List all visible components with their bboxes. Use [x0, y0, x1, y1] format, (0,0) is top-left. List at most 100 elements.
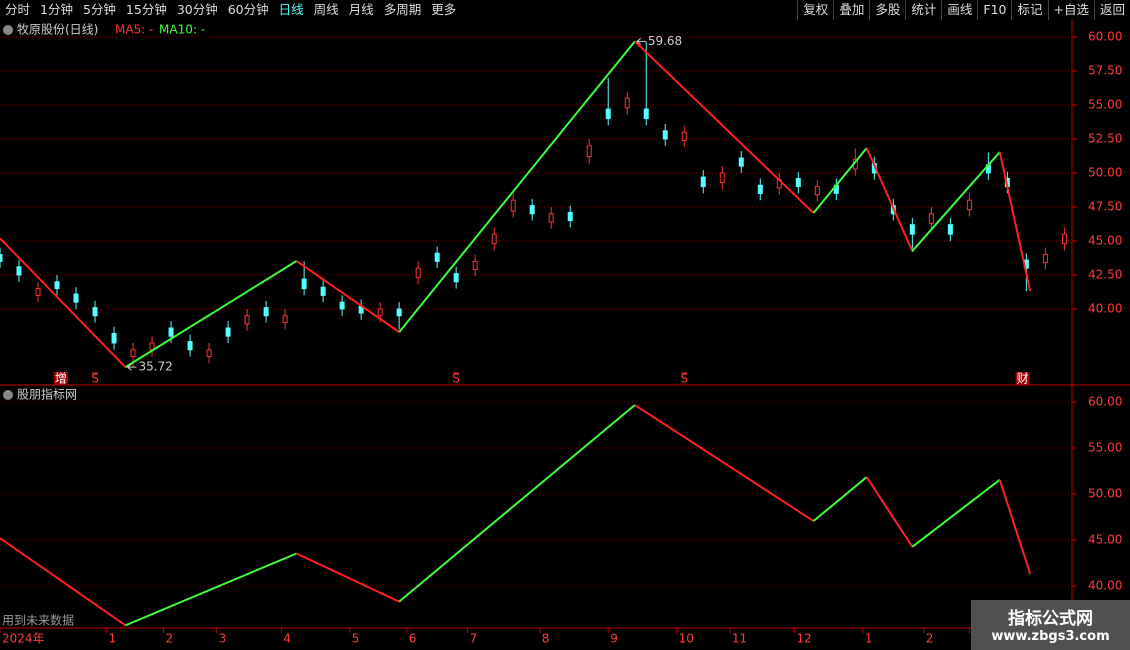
y-tick-label: 52.50 — [1088, 131, 1122, 145]
x-tick-label: 2 — [165, 632, 173, 646]
panel-note: 用到未来数据 — [2, 613, 74, 628]
candle-body — [453, 273, 459, 283]
y-tick-label: 50.00 — [1088, 165, 1122, 179]
zigzag-segment — [812, 147, 868, 214]
price-label: 59.68 — [648, 34, 682, 48]
panel-icon — [3, 390, 13, 400]
candle-body — [301, 278, 307, 290]
toolbar-item[interactable]: 多周期 — [383, 2, 422, 17]
toolbar-item[interactable]: 更多 — [431, 2, 457, 17]
candle-body — [130, 349, 136, 358]
candle-body — [814, 186, 820, 196]
candle-body — [567, 211, 573, 222]
candle-body — [54, 281, 60, 290]
x-tick-label: 6 — [409, 632, 417, 646]
candle-body — [909, 224, 915, 235]
candle-body — [700, 176, 706, 188]
label-arrow — [127, 363, 137, 371]
x-tick-label: 11 — [732, 632, 747, 646]
toolbar-right: 复权 叠加 多股 统计 画线 F10 标记 +自选 返回 — [797, 0, 1130, 20]
toolbar-button[interactable]: 统计 — [905, 0, 941, 20]
zigzag-segment — [634, 404, 815, 522]
candle-body — [1042, 254, 1048, 264]
zigzag-segment — [295, 260, 400, 333]
panel-title: 牧原股份(日线) — [17, 23, 98, 37]
watermark-url: www.zbgs3.com — [991, 629, 1110, 644]
candle-body — [947, 224, 953, 235]
candle-body — [624, 97, 630, 109]
x-tick-label: 5 — [352, 632, 360, 646]
panel-icon — [3, 25, 13, 35]
toolbar-button[interactable]: 多股 — [869, 0, 905, 20]
x-tick-label: 1 — [865, 632, 873, 646]
y-tick-label: 50.00 — [1088, 486, 1122, 500]
y-tick-label: 45.00 — [1088, 233, 1122, 247]
candle-body — [377, 308, 383, 317]
zigzag-segment — [911, 151, 1001, 252]
candle-body — [966, 199, 972, 211]
marker: S — [680, 372, 688, 386]
marker: S — [452, 372, 460, 386]
toolbar-item[interactable]: 分时 — [5, 2, 31, 17]
candle-body — [225, 327, 231, 337]
toolbar-item[interactable]: 1分钟 — [40, 2, 73, 17]
candle-body — [757, 184, 763, 194]
y-tick-label: 55.00 — [1088, 441, 1122, 455]
x-tick-label: 2024年 — [2, 632, 45, 646]
toolbar-item[interactable]: 周线 — [313, 2, 339, 17]
legend-entry: MA10: - — [159, 23, 205, 37]
zigzag-segment — [124, 260, 298, 369]
toolbar-item[interactable]: 60分钟 — [227, 2, 269, 17]
toolbar-item[interactable]: 月线 — [348, 2, 374, 17]
toolbar: 分时 1分钟 5分钟 15分钟 30分钟 60分钟 日线 周线 月线 多周期 更多 复权 叠加 多股 统计画… — [0, 0, 1130, 20]
toolbar-button[interactable]: F10 — [977, 0, 1011, 20]
toolbar-button[interactable]: 画线 — [941, 0, 977, 20]
toolbar-button[interactable]: 返回 — [1093, 0, 1130, 20]
toolbar-item[interactable]: 30分钟 — [176, 2, 218, 17]
price-label: 35.72 — [138, 360, 172, 374]
toolbar-button[interactable]: 复权 — [797, 0, 833, 20]
zigzag-segment — [398, 40, 636, 333]
toolbar-item[interactable]: 日线 — [278, 2, 304, 17]
x-tick-label: 2 — [926, 632, 934, 646]
candle-body — [434, 252, 440, 262]
candle-body — [795, 177, 801, 188]
candle-body — [1061, 233, 1067, 245]
x-tick-label: 4 — [283, 632, 291, 646]
candle-body — [738, 157, 744, 167]
y-tick-label: 60.00 — [1088, 29, 1122, 43]
candle-body — [491, 233, 497, 245]
candle-body — [472, 260, 478, 271]
zigzag-segment — [998, 479, 1032, 575]
marker: 增 — [55, 372, 67, 386]
candle-body — [111, 332, 117, 344]
x-tick-label: 9 — [610, 632, 618, 646]
candle-body — [168, 327, 174, 337]
candle-body — [605, 108, 611, 120]
x-tick-label: 7 — [470, 632, 478, 646]
y-tick-label: 55.00 — [1088, 97, 1122, 111]
candle-body — [681, 131, 687, 141]
candle-body — [0, 254, 3, 262]
toolbar-left: 分时 1分钟 5分钟 15分钟 30分钟 60分钟 日线 周线 月线 多周期 更多 — [0, 0, 461, 20]
toolbar-button[interactable]: 叠加 — [833, 0, 869, 20]
toolbar-item[interactable]: 5分钟 — [82, 2, 116, 17]
legend-entry: MA5: - — [115, 23, 153, 37]
candle-body — [719, 172, 725, 184]
marker-bg — [1015, 372, 1030, 385]
candle-body — [529, 205, 535, 215]
x-tick-label: 8 — [542, 632, 550, 646]
panel-title: 股朋指标网 — [17, 387, 77, 402]
zigzag-segment — [125, 552, 297, 627]
candle-body — [339, 301, 345, 310]
toolbar-button[interactable]: 标记 — [1011, 0, 1047, 20]
toolbar-button[interactable]: +自选 — [1047, 0, 1094, 20]
y-tick-label: 45.00 — [1088, 532, 1122, 546]
y-tick-label: 40.00 — [1088, 578, 1122, 592]
zigzag-segment — [0, 537, 127, 627]
zigzag-segment — [0, 237, 127, 368]
toolbar-item[interactable]: 15分钟 — [125, 2, 167, 17]
marker-bg — [53, 372, 68, 385]
